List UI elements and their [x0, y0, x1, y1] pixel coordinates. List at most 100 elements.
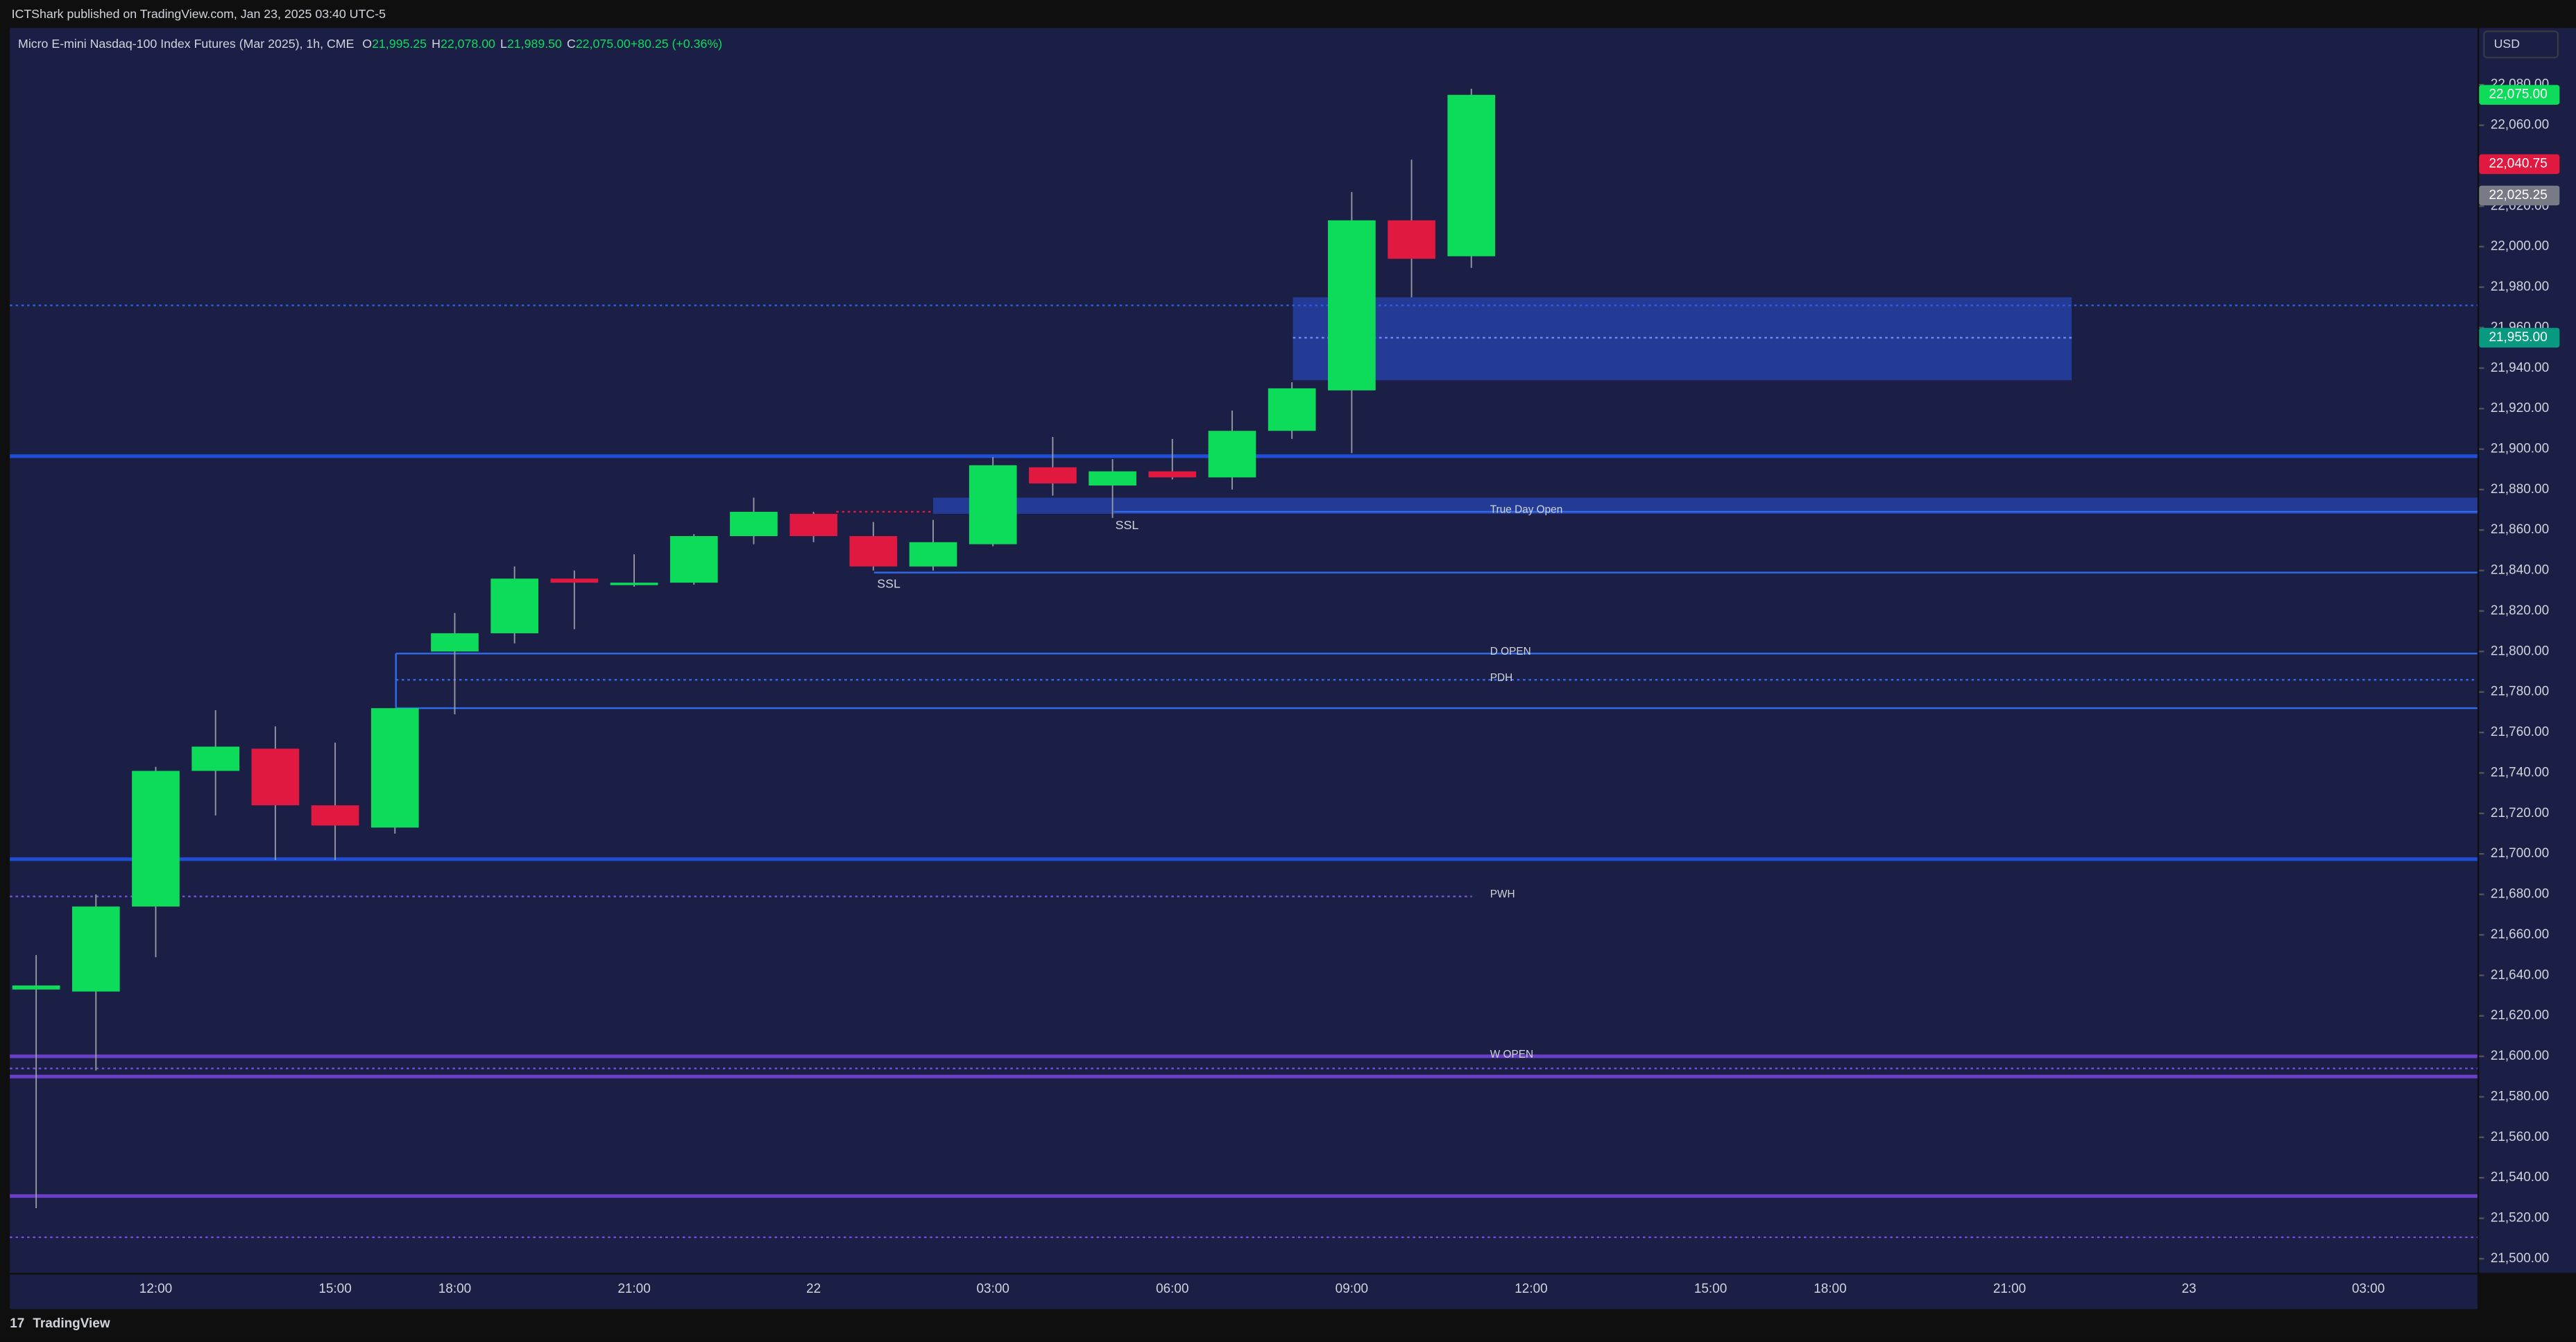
- y-tick-label: 21,780.00: [2491, 685, 2549, 699]
- candle-body: [1089, 471, 1136, 486]
- y-tick-label: 21,720.00: [2491, 806, 2549, 820]
- candle-body: [730, 511, 778, 536]
- y-tick-label: 21,540.00: [2491, 1170, 2549, 1185]
- price-tag-label: 22,040.75: [2489, 157, 2547, 171]
- y-tick-label: 21,820.00: [2491, 603, 2549, 618]
- legend-key: H: [432, 37, 441, 51]
- candle-body: [132, 771, 180, 907]
- candle-body: [191, 746, 240, 771]
- y-tick-label: 21,760.00: [2491, 725, 2549, 739]
- zone: [1293, 297, 2072, 381]
- price-tag-label: 22,075.00: [2489, 87, 2547, 102]
- candle-body: [12, 985, 60, 990]
- price-tag: [2479, 327, 2560, 348]
- legend-value: 22,075.00: [576, 37, 631, 51]
- candle-body: [1328, 220, 1376, 390]
- price-tag-label: 21,955.00: [2489, 330, 2547, 345]
- time-axis: [10, 1274, 2477, 1309]
- x-tick-label: 03:00: [977, 1282, 1009, 1296]
- candle-body: [790, 513, 837, 536]
- legend-value: 21,995.25: [372, 37, 427, 51]
- level-label: True Day Open: [1490, 504, 1563, 516]
- zone: [933, 497, 2477, 514]
- candle-body: [1029, 467, 1077, 484]
- annotation: SSL: [877, 577, 901, 591]
- y-tick-label: 21,900.00: [2491, 442, 2549, 456]
- y-tick-label: 21,940.00: [2491, 361, 2549, 375]
- x-tick-label: 21:00: [1993, 1282, 2026, 1296]
- candle-body: [1447, 94, 1496, 257]
- y-tick-label: 21,840.00: [2491, 563, 2549, 578]
- x-tick-label: 12:00: [139, 1282, 172, 1296]
- y-tick-label: 21,560.00: [2491, 1130, 2549, 1144]
- candle-body: [610, 583, 658, 585]
- legend: Micro E-mini Nasdaq-100 Index Futures (M…: [18, 37, 722, 51]
- candle-body: [849, 535, 898, 567]
- price-tag-label: 22,025.25: [2489, 188, 2547, 203]
- legend-key: L: [500, 37, 507, 51]
- x-tick-label: 18:00: [438, 1282, 471, 1296]
- x-tick-label: 15:00: [1694, 1282, 1727, 1296]
- price-tag: [2479, 154, 2560, 174]
- y-tick-label: 21,980.00: [2491, 279, 2549, 294]
- y-tick-label: 21,640.00: [2491, 967, 2549, 982]
- y-tick-label: 21,520.00: [2491, 1211, 2549, 1225]
- y-tick-label: 21,860.00: [2491, 522, 2549, 537]
- publisher: ICTShark published on TradingView.com, J…: [12, 7, 386, 21]
- y-tick-label: 21,800.00: [2491, 644, 2549, 658]
- y-tick-label: 21,500.00: [2491, 1251, 2549, 1266]
- y-tick-label: 21,740.00: [2491, 765, 2549, 780]
- legend-key: C: [567, 37, 576, 51]
- legend-title: Micro E-mini Nasdaq-100 Index Futures (M…: [18, 37, 355, 51]
- candle-body: [909, 542, 957, 567]
- x-tick-label: 12:00: [1515, 1282, 1547, 1296]
- candle-body: [71, 906, 120, 992]
- candle-body: [550, 578, 599, 583]
- y-tick-label: 21,920.00: [2491, 401, 2549, 415]
- y-tick-label: 21,600.00: [2491, 1049, 2549, 1063]
- candle-body: [370, 708, 419, 828]
- currency-box[interactable]: [2483, 30, 2559, 59]
- candle-body: [431, 633, 479, 652]
- candle-body: [1388, 220, 1435, 259]
- y-tick-label: 22,000.00: [2491, 239, 2549, 254]
- x-tick-label: 22: [806, 1282, 821, 1296]
- x-tick-label: 21:00: [617, 1282, 650, 1296]
- legend-value: 21,989.50: [507, 37, 562, 51]
- level-label: D OPEN: [1490, 646, 1531, 657]
- currency[interactable]: USD: [2494, 37, 2520, 51]
- y-tick-label: 21,680.00: [2491, 887, 2549, 902]
- brand-logo: 17: [10, 1316, 24, 1331]
- candle-body: [251, 748, 300, 806]
- x-tick-label: 18:00: [1814, 1282, 1846, 1296]
- level-label: PWH: [1490, 888, 1515, 900]
- x-tick-label: 09:00: [1336, 1282, 1368, 1296]
- brand: TradingView: [33, 1316, 110, 1331]
- y-tick-label: 22,060.00: [2491, 118, 2549, 132]
- y-tick-label: 21,620.00: [2491, 1008, 2549, 1023]
- price-tag: [2479, 85, 2560, 105]
- legend-value: 22,078.00: [441, 37, 495, 51]
- price-axis: [2479, 28, 2576, 1273]
- x-tick-label: 03:00: [2352, 1282, 2385, 1296]
- candle-body: [1148, 471, 1197, 478]
- x-tick-label: 15:00: [318, 1282, 351, 1296]
- x-tick-label: 23: [2182, 1282, 2197, 1296]
- candle-body: [969, 465, 1017, 544]
- candle-body: [491, 578, 538, 634]
- candle-body: [1268, 388, 1316, 431]
- y-tick-label: 21,580.00: [2491, 1089, 2549, 1103]
- annotation: SSL: [1116, 518, 1139, 532]
- candle-body: [311, 805, 359, 826]
- legend-key: O: [362, 37, 372, 51]
- plot-area: [10, 28, 2477, 1273]
- level-label: PDH: [1490, 672, 1512, 684]
- legend-value: +80.25 (+0.36%): [631, 37, 722, 51]
- price-tag: [2479, 185, 2560, 206]
- y-tick-label: 21,880.00: [2491, 482, 2549, 497]
- y-tick-label: 21,660.00: [2491, 927, 2549, 942]
- y-tick-label: 21,700.00: [2491, 846, 2549, 861]
- candle-body: [1208, 431, 1256, 478]
